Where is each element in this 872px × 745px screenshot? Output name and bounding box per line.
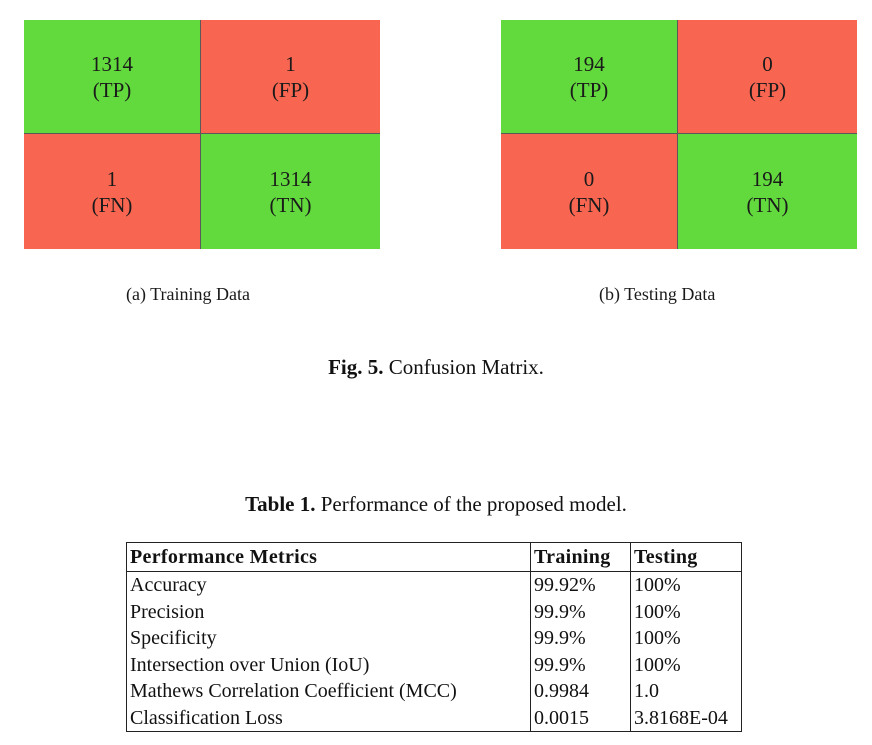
training-value: 99.9% (530, 625, 631, 652)
testing-value: 1.0 (630, 678, 742, 705)
table-header-row: Performance Metrics Training Testing (126, 542, 742, 572)
testing-fp-cell: 0 (FP) (678, 20, 857, 134)
training-fn-cell: 1 (FN) (24, 134, 201, 249)
testing-tp-label: (TP) (569, 77, 609, 102)
table-row: Mathews Correlation Coefficient (MCC) 0.… (126, 678, 742, 705)
training-tp-label: (TP) (92, 77, 132, 102)
testing-value: 100% (630, 625, 742, 652)
testing-fp-value: 0 (762, 51, 773, 76)
figure-caption: Fig. 5. Confusion Matrix. (0, 355, 872, 380)
metric-name: Specificity (126, 625, 531, 652)
table-row: Intersection over Union (IoU) 99.9% 100% (126, 651, 742, 678)
testing-fn-label: (FN) (568, 192, 610, 217)
testing-tn-cell: 194 (TN) (678, 134, 857, 249)
training-fn-value: 1 (106, 166, 118, 191)
training-tp-cell: 1314 (TP) (24, 20, 201, 134)
performance-table: Performance Metrics Training Testing Acc… (126, 542, 742, 732)
training-confusion-matrix: 1314 (TP) 1 (FP) 1 (FN) 1314 (TN) (24, 20, 380, 249)
header-testing: Testing (630, 542, 742, 572)
metric-name: Classification Loss (126, 704, 531, 732)
testing-tp-cell: 194 (TP) (501, 20, 678, 134)
metric-name: Intersection over Union (IoU) (126, 651, 531, 678)
header-training: Training (530, 542, 631, 572)
metric-name: Mathews Correlation Coefficient (MCC) (126, 678, 531, 705)
training-value: 0.9984 (530, 678, 631, 705)
training-tn-value: 1314 (269, 166, 312, 191)
table-row: Classification Loss 0.0015 3.8168E-04 (126, 704, 742, 732)
metric-name: Precision (126, 598, 531, 625)
training-tn-cell: 1314 (TN) (201, 134, 380, 249)
testing-confusion-matrix: 194 (TP) 0 (FP) 0 (FN) 194 (TN) (501, 20, 857, 249)
testing-fp-label: (FP) (748, 77, 787, 102)
training-value: 0.0015 (530, 704, 631, 732)
training-value: 99.9% (530, 651, 631, 678)
metric-name: Accuracy (126, 571, 531, 599)
table-caption: Table 1. Performance of the proposed mod… (0, 492, 872, 517)
testing-value: 3.8168E-04 (630, 704, 742, 732)
testing-fn-cell: 0 (FN) (501, 134, 678, 249)
table-caption-text: Performance of the proposed model. (315, 492, 627, 516)
training-subcaption: (a) Training Data (126, 284, 250, 304)
figure-caption-prefix: Fig. 5. (328, 355, 384, 379)
training-fp-label: (FP) (271, 77, 310, 102)
training-fn-label: (FN) (91, 192, 133, 217)
training-value: 99.92% (530, 571, 631, 599)
training-fp-cell: 1 (FP) (201, 20, 380, 134)
testing-value: 100% (630, 598, 742, 625)
testing-value: 100% (630, 571, 742, 599)
training-value: 99.9% (530, 598, 631, 625)
table-caption-prefix: Table 1. (245, 492, 316, 516)
table-row: Accuracy 99.92% 100% (126, 571, 742, 599)
testing-tn-value: 194 (751, 166, 784, 191)
figure-caption-text: Confusion Matrix. (383, 355, 544, 379)
testing-tp-value: 194 (573, 51, 605, 76)
table-row: Specificity 99.9% 100% (126, 625, 742, 652)
testing-subcaption: (b) Testing Data (599, 284, 716, 304)
testing-fn-value: 0 (583, 166, 595, 191)
header-metrics: Performance Metrics (126, 542, 531, 572)
training-tp-value: 1314 (91, 51, 133, 76)
training-fp-value: 1 (285, 51, 296, 76)
testing-value: 100% (630, 651, 742, 678)
table-row: Precision 99.9% 100% (126, 598, 742, 625)
training-tn-label: (TN) (269, 192, 312, 217)
testing-tn-label: (TN) (746, 192, 789, 217)
